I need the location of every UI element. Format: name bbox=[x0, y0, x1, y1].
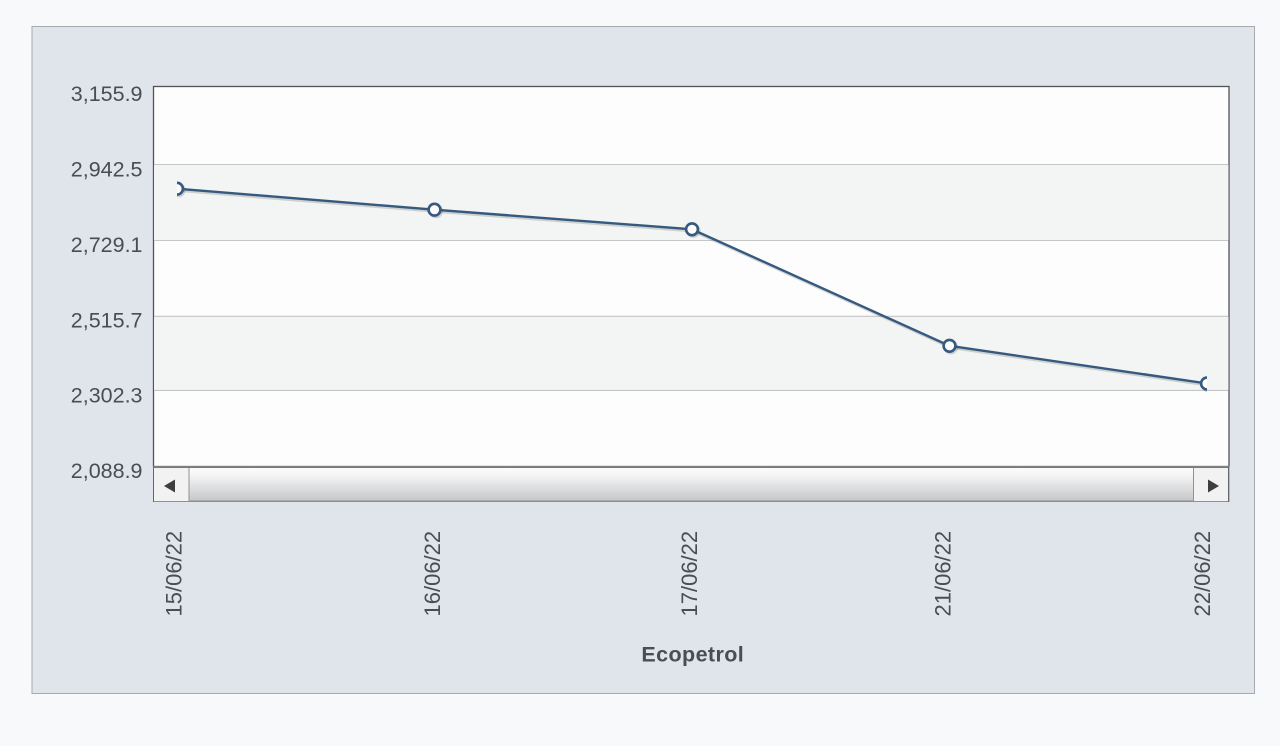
svg-text:3,155.9: 3,155.9 bbox=[71, 82, 143, 106]
svg-text:2,729.1: 2,729.1 bbox=[71, 233, 143, 257]
svg-text:2,942.5: 2,942.5 bbox=[71, 158, 143, 182]
svg-text:Ecopetrol: Ecopetrol bbox=[641, 643, 744, 667]
svg-text:2,515.7: 2,515.7 bbox=[71, 309, 143, 333]
svg-text:2,302.3: 2,302.3 bbox=[71, 384, 143, 408]
svg-text:2,088.9: 2,088.9 bbox=[71, 459, 143, 483]
svg-text:17/06/22: 17/06/22 bbox=[677, 531, 702, 617]
svg-text:22/06/22: 22/06/22 bbox=[1190, 531, 1215, 617]
svg-text:21/06/22: 21/06/22 bbox=[931, 531, 956, 617]
svg-text:16/06/22: 16/06/22 bbox=[420, 531, 445, 617]
svg-text:15/06/22: 15/06/22 bbox=[162, 531, 187, 617]
